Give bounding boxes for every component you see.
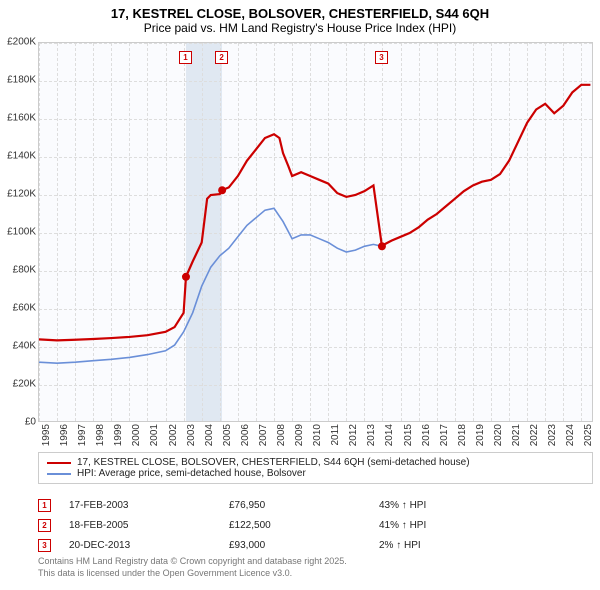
transaction-price: £122,500 [229, 520, 379, 531]
x-tick-label: 2021 [511, 424, 522, 446]
legend-swatch [47, 473, 71, 475]
x-tick-label: 2023 [547, 424, 558, 446]
transaction-date: 18-FEB-2005 [69, 520, 229, 531]
x-tick-label: 2009 [294, 424, 305, 446]
legend-row: 17, KESTREL CLOSE, BOLSOVER, CHESTERFIEL… [47, 457, 584, 468]
x-tick-label: 2011 [330, 424, 341, 446]
transaction-hpi: 41% ↑ HPI [379, 520, 593, 531]
y-tick-label: £60K [13, 303, 36, 314]
x-tick-label: 2019 [475, 424, 486, 446]
x-tick-label: 2008 [276, 424, 287, 446]
attribution-text: Contains HM Land Registry data © Crown c… [38, 556, 347, 579]
x-tick-label: 2015 [403, 424, 414, 446]
y-tick-label: £160K [7, 113, 36, 124]
x-tick-label: 2007 [258, 424, 269, 446]
x-tick-label: 2003 [186, 424, 197, 446]
transaction-hpi: 43% ↑ HPI [379, 500, 593, 511]
transaction-row: 1 17-FEB-2003£76,95043% ↑ HPI [38, 495, 593, 515]
transaction-row-marker: 1 [38, 499, 51, 512]
transaction-price: £76,950 [229, 500, 379, 511]
x-tick-label: 2025 [583, 424, 594, 446]
series-line [39, 85, 590, 341]
y-tick-label: £40K [13, 341, 36, 352]
x-tick-label: 1999 [113, 424, 124, 446]
x-tick-label: 2016 [421, 424, 432, 446]
x-tick-label: 1998 [95, 424, 106, 446]
transaction-row-marker: 3 [38, 539, 51, 552]
series-line [39, 85, 590, 363]
x-tick-label: 2017 [439, 424, 450, 446]
x-tick-label: 2005 [222, 424, 233, 446]
y-tick-label: £180K [7, 75, 36, 86]
series-svg [39, 43, 594, 423]
x-tick-label: 2006 [240, 424, 251, 446]
legend-box: 17, KESTREL CLOSE, BOLSOVER, CHESTERFIEL… [38, 452, 593, 484]
x-tick-label: 2024 [565, 424, 576, 446]
transaction-row: 2 18-FEB-2005£122,50041% ↑ HPI [38, 515, 593, 535]
chart-subtitle: Price paid vs. HM Land Registry's House … [0, 21, 600, 35]
transaction-date: 17-FEB-2003 [69, 500, 229, 511]
attribution-line2: This data is licensed under the Open Gov… [38, 568, 347, 580]
transaction-table: 1 17-FEB-2003£76,95043% ↑ HPI 2 18-FEB-2005… [38, 495, 593, 555]
transaction-hpi: 2% ↑ HPI [379, 540, 593, 551]
attribution-line1: Contains HM Land Registry data © Crown c… [38, 556, 347, 568]
legend-label: 17, KESTREL CLOSE, BOLSOVER, CHESTERFIEL… [77, 457, 470, 468]
x-tick-label: 2014 [384, 424, 395, 446]
plot-area: 123 [38, 42, 593, 422]
legend-row: HPI: Average price, semi-detached house,… [47, 468, 584, 479]
transaction-price: £93,000 [229, 540, 379, 551]
x-tick-label: 2020 [493, 424, 504, 446]
y-tick-label: £0 [25, 417, 36, 428]
x-tick-label: 2000 [131, 424, 142, 446]
transaction-row-marker: 2 [38, 519, 51, 532]
legend-label: HPI: Average price, semi-detached house,… [77, 468, 306, 479]
y-tick-label: £100K [7, 227, 36, 238]
x-tick-label: 1996 [59, 424, 70, 446]
y-tick-label: £200K [7, 37, 36, 48]
chart-container: 17, KESTREL CLOSE, BOLSOVER, CHESTERFIEL… [0, 0, 600, 590]
y-tick-label: £20K [13, 379, 36, 390]
transaction-point [378, 242, 386, 250]
y-tick-label: £120K [7, 189, 36, 200]
x-tick-label: 2022 [529, 424, 540, 446]
transaction-point [218, 186, 226, 194]
x-tick-label: 1997 [77, 424, 88, 446]
y-tick-label: £140K [7, 151, 36, 162]
x-tick-label: 2001 [149, 424, 160, 446]
x-tick-label: 2013 [366, 424, 377, 446]
x-tick-label: 2002 [168, 424, 179, 446]
x-tick-label: 1995 [41, 424, 52, 446]
x-tick-label: 2004 [204, 424, 215, 446]
title-block: 17, KESTREL CLOSE, BOLSOVER, CHESTERFIEL… [0, 0, 600, 35]
transaction-row: 3 20-DEC-2013£93,0002% ↑ HPI [38, 535, 593, 555]
transaction-point [182, 273, 190, 281]
x-tick-label: 2018 [457, 424, 468, 446]
legend-swatch [47, 462, 71, 464]
y-tick-label: £80K [13, 265, 36, 276]
x-tick-label: 2012 [348, 424, 359, 446]
transaction-date: 20-DEC-2013 [69, 540, 229, 551]
x-tick-label: 2010 [312, 424, 323, 446]
chart-title: 17, KESTREL CLOSE, BOLSOVER, CHESTERFIEL… [0, 6, 600, 21]
